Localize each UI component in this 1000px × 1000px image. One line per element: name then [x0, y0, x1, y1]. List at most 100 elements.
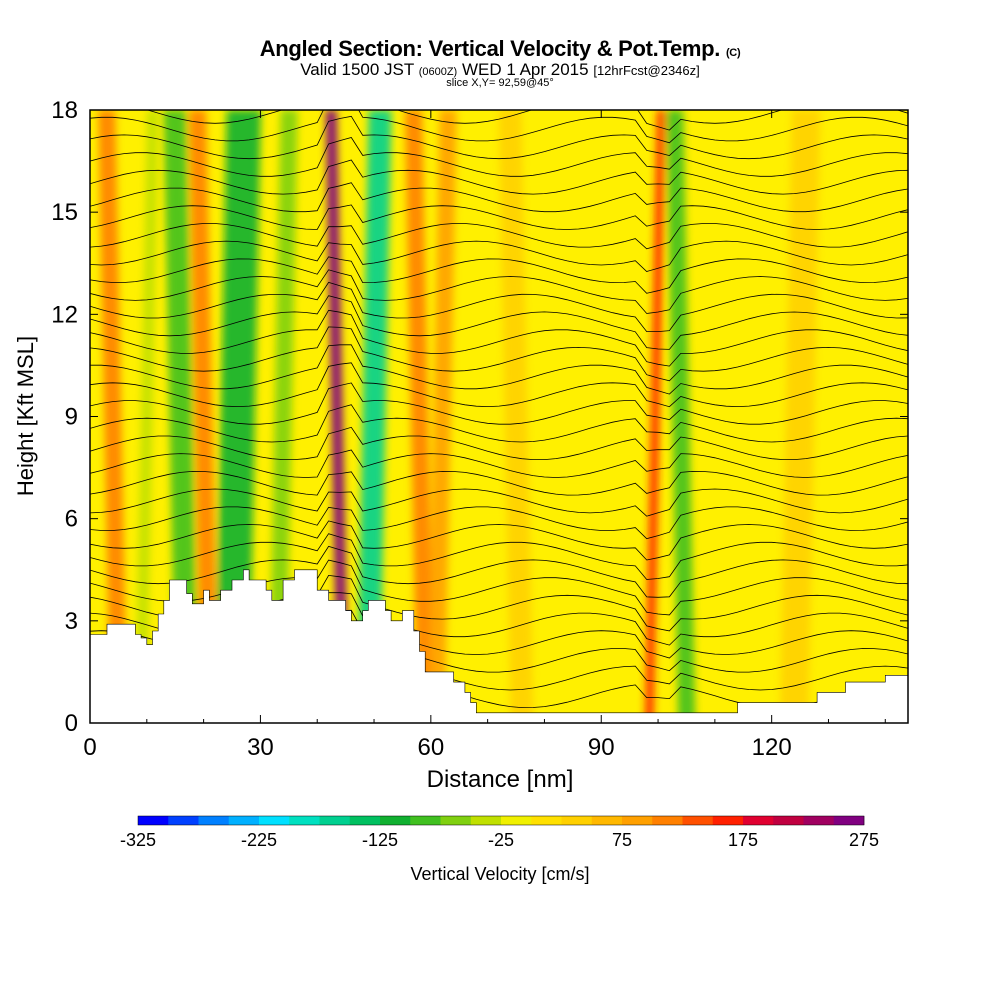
valid-zulu: (0600Z): [418, 66, 458, 78]
velocity-band: [356, 110, 392, 723]
colorbar-swatch: [349, 816, 381, 825]
isentrope-line: [90, 488, 908, 517]
velocity-band: [666, 110, 696, 723]
velocity-band: [268, 110, 298, 723]
colorbar-swatch: [440, 816, 472, 825]
colorbar-tick-label: -325: [120, 830, 156, 850]
isentrope-line: [90, 269, 908, 314]
terrain: [90, 569, 908, 723]
colorbar-swatch: [289, 816, 320, 825]
colorbar-swatch: [501, 816, 532, 825]
y-tick-label: 18: [51, 97, 78, 124]
velocity-band: [163, 110, 199, 723]
colorbar-swatch: [198, 816, 230, 825]
isentrope-line: [90, 404, 908, 443]
plot-area: [90, 110, 908, 723]
colorbar-swatch: [682, 816, 714, 825]
isentrope-line: [90, 256, 908, 294]
colorbar-swatch: [138, 816, 169, 825]
y-tick-label: 15: [51, 199, 78, 226]
isentrope-line: [90, 281, 908, 332]
velocity-band: [189, 110, 219, 723]
slice-info: slice X,Y= 92,59@45°: [446, 77, 554, 89]
y-tick-label: 12: [51, 301, 78, 328]
y-axis: 0 3 6 9 12 15 18: [51, 97, 908, 737]
velocity-band: [325, 110, 349, 723]
chart-title-text: Angled Section: Vertical Velocity & Pot.…: [259, 36, 721, 61]
valid-time: Valid 1500 JST: [300, 60, 414, 79]
colorbar-swatch: [259, 816, 290, 825]
isentrope-line: [90, 295, 908, 350]
x-axis: 0 30 60 90 120: [83, 110, 886, 761]
isentrope-line: [90, 520, 908, 561]
colorbar-swatch: [833, 816, 865, 825]
isentrope-line: [90, 470, 908, 496]
x-axis-label: Distance [nm]: [426, 766, 574, 793]
velocity-band: [427, 110, 457, 723]
colorbar-swatch: [622, 816, 653, 825]
isentrope-line: [90, 545, 908, 598]
velocity-band: [135, 110, 159, 723]
isentrope-line: [90, 204, 908, 230]
isentrope-line: [90, 137, 908, 177]
colorbar-swatch: [773, 816, 804, 825]
colorbar-tick-label: 275: [849, 830, 879, 850]
isentrope-line: [90, 449, 908, 478]
isentrope-line: [90, 326, 908, 382]
colorbar-swatch: [712, 816, 744, 825]
x-tick-label: 60: [417, 734, 444, 761]
x-tick-label: 120: [752, 734, 792, 761]
chart-title: Angled Section: Vertical Velocity & Pot.…: [0, 36, 1000, 62]
colorbar-frame: [137, 815, 865, 826]
isentrope-line: [90, 240, 908, 272]
colorbar-swatch: [561, 816, 593, 825]
isentrope-line: [90, 426, 908, 460]
isentrope-line: [90, 182, 908, 213]
colorbar-swatch: [652, 816, 683, 825]
isentrope-line: [90, 309, 908, 367]
isentropes: [90, 110, 908, 709]
isentrope-line: [90, 159, 908, 195]
velocity-band: [779, 110, 821, 723]
colorbar-swatch: [803, 816, 835, 825]
colorbar-tick-label: -225: [241, 830, 277, 850]
x-tick-label: 0: [83, 734, 96, 761]
y-tick-label: 3: [65, 608, 78, 635]
isentrope-line: [90, 223, 908, 250]
isentrope-line: [90, 533, 908, 580]
valid-date: WED 1 Apr 2015: [461, 60, 589, 79]
x-tick-label: 30: [247, 734, 274, 761]
colorbar-tick-label: -125: [362, 830, 398, 850]
isentrope-line: [90, 344, 908, 395]
velocity-band: [404, 110, 434, 723]
colorbar-swatch: [228, 816, 260, 825]
isentrope-line: [90, 115, 908, 160]
colorbar-swatch: [470, 816, 502, 825]
x-tick-label: 90: [588, 734, 615, 761]
colorbar-tick-label: 175: [728, 830, 758, 850]
y-tick-label: 9: [65, 404, 78, 431]
velocity-band: [498, 110, 534, 723]
colorbar-label: Vertical Velocity [cm/s]: [410, 864, 590, 884]
isentrope-line: [90, 110, 908, 144]
colorbar-swatch: [380, 816, 411, 825]
chart-subtitle: Valid 1500 JST (0600Z) WED 1 Apr 2015 [1…: [0, 60, 1000, 80]
colorbar-swatch: [410, 816, 441, 825]
y-axis-label: Height [Kft MSL]: [13, 335, 38, 497]
isentrope-line: [90, 362, 908, 408]
colorbar-swatch: [591, 816, 623, 825]
isentrope-line: [90, 506, 908, 540]
velocity-band: [98, 110, 128, 723]
colorbar-swatch: [319, 816, 351, 825]
colorbar-swatch: [743, 816, 774, 825]
colorbar: -325 -225 -125 -25 75 175 275: [120, 815, 879, 850]
forecast-info: [12hrFcst@2346z]: [593, 63, 700, 78]
colorbar-tick-label: -25: [488, 830, 514, 850]
y-tick-label: 6: [65, 506, 78, 533]
colorbar-tick-label: 75: [612, 830, 632, 850]
isentrope-line: [90, 382, 908, 425]
chart-title-unit: (C): [725, 47, 741, 59]
y-tick-label: 0: [65, 710, 78, 737]
colorbar-swatch: [168, 816, 199, 825]
